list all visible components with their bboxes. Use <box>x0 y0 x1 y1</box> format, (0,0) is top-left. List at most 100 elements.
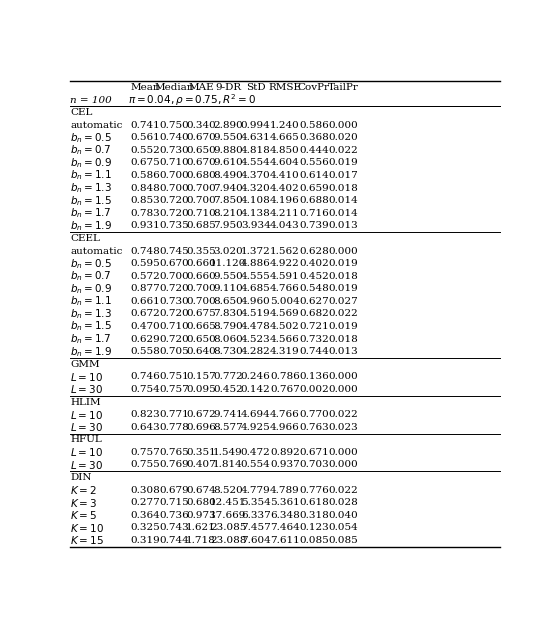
Text: 0.672: 0.672 <box>186 410 216 419</box>
Text: $b_n = 1.3$: $b_n = 1.3$ <box>71 307 112 321</box>
Text: 0.771: 0.771 <box>160 410 189 419</box>
Text: 0.319: 0.319 <box>130 536 160 545</box>
Text: 4.850: 4.850 <box>270 146 300 155</box>
Text: $K = 15$: $K = 15$ <box>71 534 105 547</box>
Text: 8.577: 8.577 <box>213 423 243 432</box>
Text: 6.348: 6.348 <box>270 511 300 520</box>
Text: 0.700: 0.700 <box>186 196 216 205</box>
Text: 0.000: 0.000 <box>328 247 358 255</box>
Text: $b_n = 0.9$: $b_n = 0.9$ <box>71 156 112 170</box>
Text: 0.675: 0.675 <box>186 310 216 318</box>
Text: 0.123: 0.123 <box>299 523 329 532</box>
Text: 0.696: 0.696 <box>186 423 216 432</box>
Text: 0.595: 0.595 <box>130 259 160 268</box>
Text: 0.054: 0.054 <box>328 523 358 532</box>
Text: 5.004: 5.004 <box>270 297 300 306</box>
Text: 0.710: 0.710 <box>160 322 189 331</box>
Text: 8.730: 8.730 <box>213 347 243 356</box>
Text: 0.721: 0.721 <box>299 322 329 331</box>
Text: 0.000: 0.000 <box>328 121 358 130</box>
Text: 4.370: 4.370 <box>241 171 271 180</box>
Text: $K = 5$: $K = 5$ <box>71 509 98 521</box>
Text: 9-DR: 9-DR <box>215 83 241 92</box>
Text: 9.550: 9.550 <box>213 133 243 143</box>
Text: 4.478: 4.478 <box>241 322 271 331</box>
Text: 0.000: 0.000 <box>328 448 358 457</box>
Text: 1.562: 1.562 <box>270 247 300 255</box>
Text: 0.002: 0.002 <box>299 385 329 394</box>
Text: Mean: Mean <box>130 83 160 92</box>
Text: 0.783: 0.783 <box>130 209 160 218</box>
Text: 0.660: 0.660 <box>186 271 216 281</box>
Text: TailPr: TailPr <box>327 83 359 92</box>
Text: 0.014: 0.014 <box>328 196 358 205</box>
Text: $b_n = 1.3$: $b_n = 1.3$ <box>71 181 112 195</box>
Text: 0.618: 0.618 <box>299 498 329 507</box>
Text: 0.452: 0.452 <box>213 385 243 394</box>
Text: $\pi = 0.04, \rho = 0.75, R^2 = 0$: $\pi = 0.04, \rho = 0.75, R^2 = 0$ <box>128 92 256 108</box>
Text: 1.621: 1.621 <box>186 523 216 532</box>
Text: automatic: automatic <box>71 121 123 130</box>
Text: 4.766: 4.766 <box>270 284 300 293</box>
Text: 0.751: 0.751 <box>160 373 189 381</box>
Text: 3.934: 3.934 <box>241 222 271 230</box>
Text: 0.748: 0.748 <box>130 247 160 255</box>
Text: 4.591: 4.591 <box>270 271 300 281</box>
Text: 0.744: 0.744 <box>160 536 189 545</box>
Text: 4.694: 4.694 <box>241 410 271 419</box>
Text: 0.659: 0.659 <box>299 184 329 193</box>
Text: 0.027: 0.027 <box>328 297 358 306</box>
Text: 7.604: 7.604 <box>241 536 271 545</box>
Text: 0.720: 0.720 <box>160 310 189 318</box>
Text: 0.018: 0.018 <box>328 334 358 344</box>
Text: 4.886: 4.886 <box>241 259 271 268</box>
Text: 0.772: 0.772 <box>213 373 243 381</box>
Text: 4.211: 4.211 <box>270 209 300 218</box>
Text: 0.670: 0.670 <box>160 259 189 268</box>
Text: 4.569: 4.569 <box>270 310 300 318</box>
Text: Median: Median <box>155 83 194 92</box>
Text: 0.023: 0.023 <box>328 423 358 432</box>
Text: 0.705: 0.705 <box>160 347 189 356</box>
Text: $L = 10$: $L = 10$ <box>71 371 103 383</box>
Text: 4.779: 4.779 <box>241 486 271 495</box>
Text: 4.766: 4.766 <box>270 410 300 419</box>
Text: 0.000: 0.000 <box>328 385 358 394</box>
Text: 9.741: 9.741 <box>213 410 243 419</box>
Text: 0.368: 0.368 <box>299 133 329 143</box>
Text: 4.685: 4.685 <box>241 284 271 293</box>
Text: CovPr: CovPr <box>298 83 330 92</box>
Text: 0.558: 0.558 <box>130 347 160 356</box>
Text: 0.765: 0.765 <box>160 448 189 457</box>
Text: 0.720: 0.720 <box>160 209 189 218</box>
Text: 0.720: 0.720 <box>160 284 189 293</box>
Text: 0.931: 0.931 <box>130 222 160 230</box>
Text: 23.088: 23.088 <box>210 536 246 545</box>
Text: 0.675: 0.675 <box>130 159 160 167</box>
Text: 0.572: 0.572 <box>130 271 160 281</box>
Text: 0.308: 0.308 <box>130 486 160 495</box>
Text: 8.490: 8.490 <box>213 171 243 180</box>
Text: 1.718: 1.718 <box>186 536 216 545</box>
Text: $b_n = 0.9$: $b_n = 0.9$ <box>71 282 112 296</box>
Text: 0.325: 0.325 <box>130 523 160 532</box>
Text: 0.750: 0.750 <box>160 121 189 130</box>
Text: 0.736: 0.736 <box>160 511 189 520</box>
Text: 0.743: 0.743 <box>160 523 189 532</box>
Text: 0.650: 0.650 <box>186 334 216 344</box>
Text: 4.960: 4.960 <box>241 297 271 306</box>
Text: 0.746: 0.746 <box>130 373 160 381</box>
Text: 0.095: 0.095 <box>186 385 216 394</box>
Text: 0.715: 0.715 <box>160 498 189 507</box>
Text: 0.022: 0.022 <box>328 310 358 318</box>
Text: CEL: CEL <box>71 108 93 117</box>
Text: $K = 3$: $K = 3$ <box>71 497 98 508</box>
Text: 0.444: 0.444 <box>299 146 329 155</box>
Text: 0.710: 0.710 <box>186 209 216 218</box>
Text: 0.853: 0.853 <box>130 196 160 205</box>
Text: 4.966: 4.966 <box>270 423 300 432</box>
Text: 0.643: 0.643 <box>130 423 160 432</box>
Text: MAE: MAE <box>188 83 214 92</box>
Text: HFUL: HFUL <box>71 436 102 444</box>
Text: $b_n = 0.7$: $b_n = 0.7$ <box>71 269 112 283</box>
